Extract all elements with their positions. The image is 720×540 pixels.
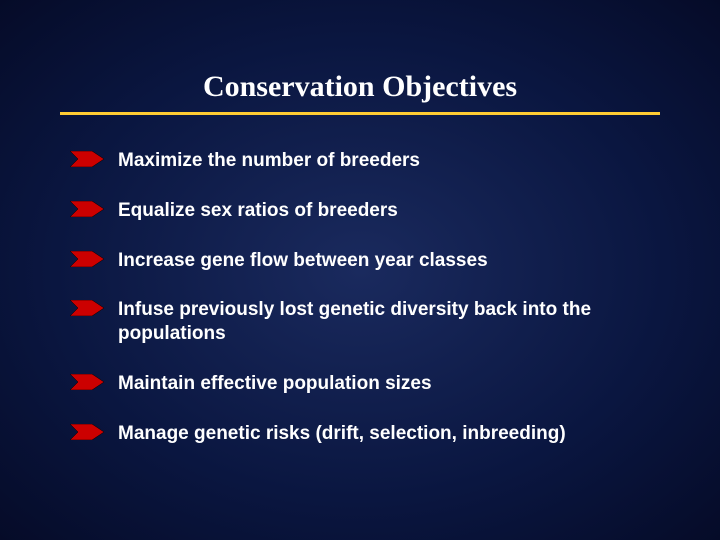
slide-title: Conservation Objectives [60,70,660,104]
list-item: Manage genetic risks (drift, selection, … [70,422,660,446]
list-item: Equalize sex ratios of breeders [70,199,660,223]
arrow-bullet-icon [70,300,104,321]
title-underline [60,112,660,115]
bullet-list: Maximize the number of breeders Equalize… [60,149,660,445]
bullet-text: Equalize sex ratios of breeders [118,199,398,223]
bullet-text: Maintain effective population sizes [118,372,432,396]
slide: Conservation Objectives Maximize the num… [0,0,720,540]
list-item: Increase gene flow between year classes [70,249,660,273]
bullet-text: Maximize the number of breeders [118,149,420,173]
list-item: Maintain effective population sizes [70,372,660,396]
bullet-text: Increase gene flow between year classes [118,249,488,273]
list-item: Infuse previously lost genetic diversity… [70,298,660,346]
arrow-bullet-icon [70,151,104,172]
arrow-bullet-icon [70,251,104,272]
bullet-text: Manage genetic risks (drift, selection, … [118,422,566,446]
arrow-bullet-icon [70,201,104,222]
bullet-text: Infuse previously lost genetic diversity… [118,298,660,346]
arrow-bullet-icon [70,374,104,395]
list-item: Maximize the number of breeders [70,149,660,173]
arrow-bullet-icon [70,424,104,445]
